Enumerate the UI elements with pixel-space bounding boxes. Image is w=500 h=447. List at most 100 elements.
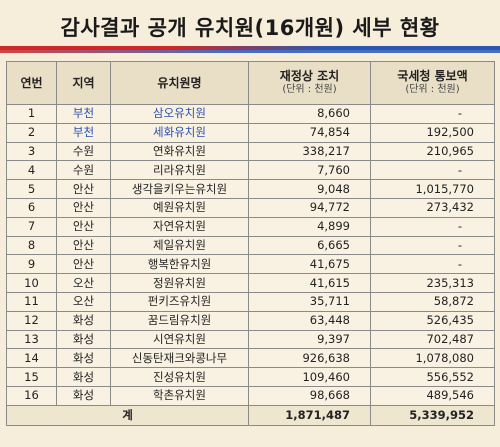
cell-correction: 4,899 xyxy=(248,216,371,237)
header-region: 지역 xyxy=(56,61,111,105)
header-correction: 재정상 조치 (단위 : 천원) xyxy=(248,61,371,105)
cell-name: 세화유치원 xyxy=(110,122,249,143)
total-label: 계 xyxy=(6,404,249,426)
title-underline-blue xyxy=(0,50,500,53)
cell-correction: 41,675 xyxy=(248,254,371,275)
cell-region: 수원 xyxy=(56,141,111,162)
cell-no: 12 xyxy=(6,310,57,331)
header-tax: 국세청 통보액 (단위 : 천원) xyxy=(370,61,495,105)
cell-name: 신동탄재크와콩나무 xyxy=(110,348,249,369)
cell-region: 오산 xyxy=(56,273,111,293)
table-header-row: 연번 지역 유치원명 재정상 조치 (단위 : 천원) 국세청 통보액 (단위 … xyxy=(6,61,495,105)
cell-tax: - xyxy=(370,160,495,181)
cell-tax: 702,487 xyxy=(370,329,495,350)
cell-tax: 58,872 xyxy=(370,291,495,312)
cell-no: 9 xyxy=(6,254,57,275)
total-correction: 1,871,487 xyxy=(248,404,371,426)
cell-region: 오산 xyxy=(56,291,111,312)
cell-name: 자연유치원 xyxy=(110,216,249,237)
cell-no: 16 xyxy=(6,385,57,406)
cell-tax: 192,500 xyxy=(370,122,495,143)
table-row: 7 안산 자연유치원 4,899- xyxy=(6,216,495,237)
cell-name: 행복한유치원 xyxy=(110,254,249,275)
cell-region: 화성 xyxy=(56,329,111,350)
cell-name: 진성유치원 xyxy=(110,367,249,387)
cell-name: 정원유치원 xyxy=(110,273,249,293)
table-row: 13 화성 시연유치원 9,397 702,487 xyxy=(6,329,495,350)
cell-no: 11 xyxy=(6,291,57,312)
cell-tax: 1,078,080 xyxy=(370,348,495,369)
table-row: 10 오산 정원유치원 41,615 235,313 xyxy=(6,273,495,293)
header-correction-unit: (단위 : 천원) xyxy=(282,84,337,95)
table-row: 12 화성 꿈드림유치원 63,448 526,435 xyxy=(6,310,495,331)
cell-correction: 7,760 xyxy=(248,160,371,181)
total-row: 계 1,871,487 5,339,952 xyxy=(6,404,495,426)
table-row: 3 수원 연화유치원 338,217 210,965 xyxy=(6,141,495,162)
header-name: 유치원명 xyxy=(110,61,249,105)
cell-region: 부천 xyxy=(56,104,111,124)
cell-no: 7 xyxy=(6,216,57,237)
title-underline-red xyxy=(0,46,500,50)
cell-tax: 1,015,770 xyxy=(370,179,495,199)
cell-no: 5 xyxy=(6,179,57,199)
cell-region: 부천 xyxy=(56,122,111,143)
cell-no: 8 xyxy=(6,235,57,256)
table-row: 6 안산 예원유치원 94,772 273,432 xyxy=(6,197,495,218)
cell-correction: 35,711 xyxy=(248,291,371,312)
table-row: 16 화성 학촌유치원 98,668 489,546 xyxy=(6,385,495,406)
cell-region: 수원 xyxy=(56,160,111,181)
cell-region: 안산 xyxy=(56,179,111,199)
cell-name: 학촌유치원 xyxy=(110,385,249,406)
cell-name: 제일유치원 xyxy=(110,235,249,256)
cell-region: 안산 xyxy=(56,197,111,218)
table-row: 14 화성 신동탄재크와콩나무 926,638 1,078,080 xyxy=(6,348,495,369)
cell-name: 꿈드림유치원 xyxy=(110,310,249,331)
cell-region: 화성 xyxy=(56,385,111,406)
cell-region: 안산 xyxy=(56,235,111,256)
cell-name: 예원유치원 xyxy=(110,197,249,218)
cell-tax: - xyxy=(370,254,495,275)
cell-no: 3 xyxy=(6,141,57,162)
cell-correction: 6,665 xyxy=(248,235,371,256)
cell-name: 삼오유치원 xyxy=(110,104,249,124)
cell-no: 13 xyxy=(6,329,57,350)
cell-correction: 9,397 xyxy=(248,329,371,350)
cell-no: 6 xyxy=(6,197,57,218)
table-row: 11 오산 펀키즈유치원 35,711 58,872 xyxy=(6,291,495,312)
cell-region: 화성 xyxy=(56,367,111,387)
table-row: 9 안산 행복한유치원 41,675- xyxy=(6,254,495,275)
table-row: 15 화성 진성유치원 109,460 556,552 xyxy=(6,367,495,387)
cell-region: 화성 xyxy=(56,310,111,331)
cell-correction: 109,460 xyxy=(248,367,371,387)
cell-tax: 273,432 xyxy=(370,197,495,218)
table-row: 2 부천 세화유치원 74,854 192,500 xyxy=(6,122,495,143)
cell-correction: 74,854 xyxy=(248,122,371,143)
cell-tax: - xyxy=(370,235,495,256)
cell-name: 펀키즈유치원 xyxy=(110,291,249,312)
cell-name: 생각을키우는유치원 xyxy=(110,179,249,199)
cell-tax: 556,552 xyxy=(370,367,495,387)
cell-correction: 8,660 xyxy=(248,104,371,124)
cell-no: 2 xyxy=(6,122,57,143)
page-title: 감사결과 공개 유치원(16개원) 세부 현황 xyxy=(60,16,440,40)
cell-name: 연화유치원 xyxy=(110,141,249,162)
cell-correction: 926,638 xyxy=(248,348,371,369)
cell-tax: 526,435 xyxy=(370,310,495,331)
cell-correction: 9,048 xyxy=(248,179,371,199)
header-tax-unit: (단위 : 천원) xyxy=(405,84,460,95)
header-tax-label: 국세청 통보액 xyxy=(397,69,468,83)
table-row: 8 안산 제일유치원 6,665- xyxy=(6,235,495,256)
cell-no: 10 xyxy=(6,273,57,293)
cell-no: 1 xyxy=(6,104,57,124)
cell-no: 4 xyxy=(6,160,57,181)
cell-no: 14 xyxy=(6,348,57,369)
header-no: 연번 xyxy=(6,61,57,105)
cell-tax: - xyxy=(370,104,495,124)
table-row: 1 부천 삼오유치원 8,660- xyxy=(6,104,495,124)
total-tax: 5,339,952 xyxy=(370,404,495,426)
cell-region: 화성 xyxy=(56,348,111,369)
cell-name: 리라유치원 xyxy=(110,160,249,181)
cell-correction: 338,217 xyxy=(248,141,371,162)
cell-correction: 94,772 xyxy=(248,197,371,218)
table-row: 4 수원 리라유치원 7,760- xyxy=(6,160,495,181)
